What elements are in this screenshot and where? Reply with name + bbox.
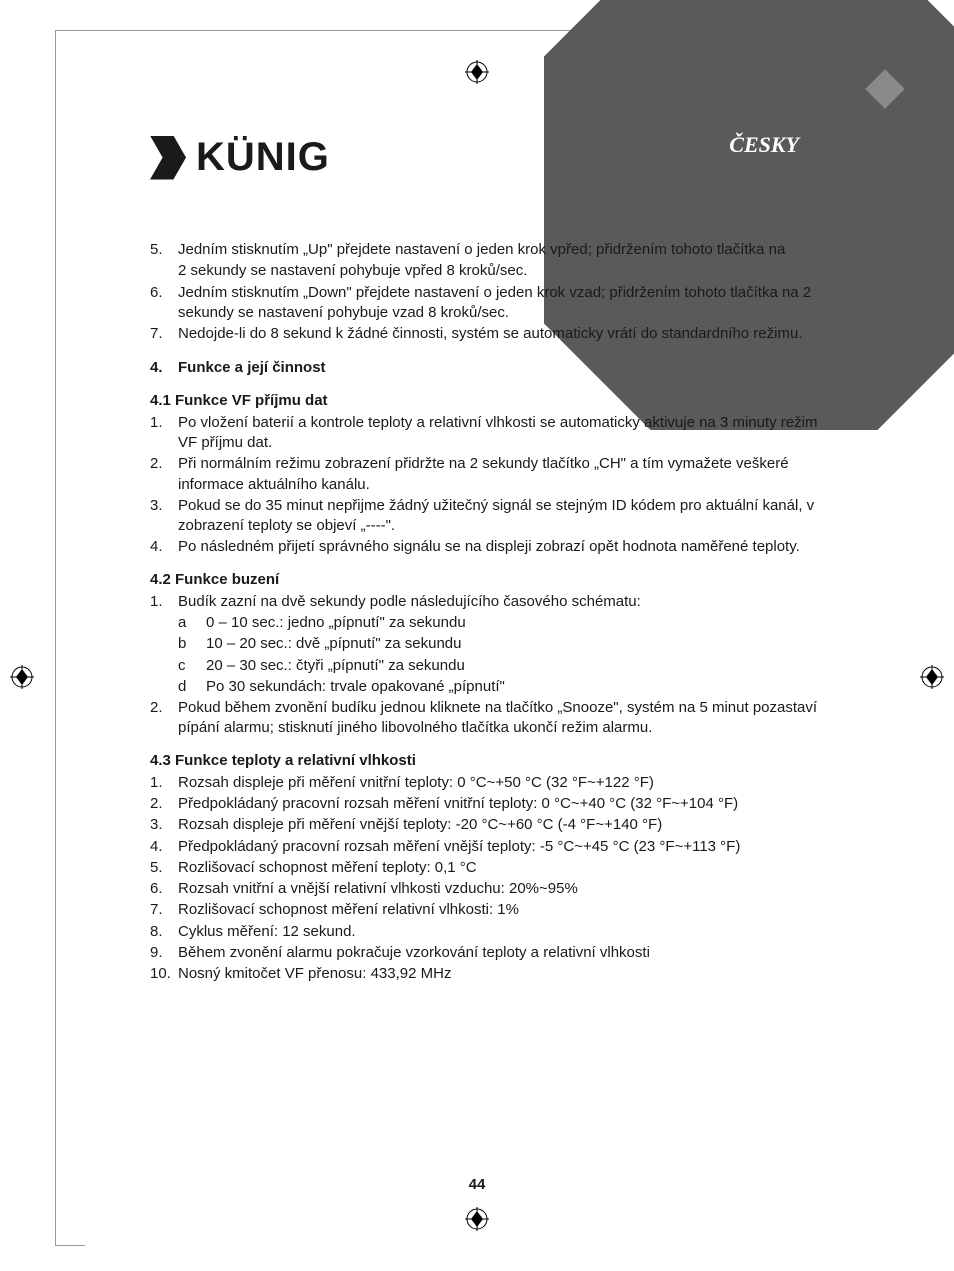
list-num: 1. xyxy=(150,592,178,612)
list-item: 3.Rozsah displeje při měření vnější tepl… xyxy=(150,815,830,835)
list-num: 5. xyxy=(150,240,178,260)
language-label: ČESKY xyxy=(729,132,799,158)
list-item: 10.Nosný kmitočet VF přenosu: 433,92 MHz xyxy=(150,964,830,984)
list-text: Rozlišovací schopnost měření teploty: 0,… xyxy=(178,858,830,878)
subheading-4-1: 4.1 Funkce VF příjmu dat xyxy=(150,391,830,411)
list-item: 6.Jedním stisknutím „Down" přejdete nast… xyxy=(150,283,830,324)
list-num: 10. xyxy=(150,964,178,984)
list-num: 3. xyxy=(150,815,178,835)
list-item: 2.Při normálním režimu zobrazení přidržt… xyxy=(150,454,830,495)
list-num: 9. xyxy=(150,943,178,963)
list-num: 5. xyxy=(150,858,178,878)
list-text: Pokud se do 35 minut nepřijme žádný užit… xyxy=(178,496,830,537)
registration-mark-icon xyxy=(920,665,944,689)
list-num: 1. xyxy=(150,773,178,793)
list-text: Během zvonění alarmu pokračuje vzorkován… xyxy=(178,943,830,963)
list-item: 4.Po následném přijetí správného signálu… xyxy=(150,537,830,557)
list-item: 8.Cyklus měření: 12 sekund. xyxy=(150,922,830,942)
sub-text: Po 30 sekundách: trvale opakované „pípnu… xyxy=(206,677,830,697)
list-text: Jedním stisknutím „Down" přejdete nastav… xyxy=(178,283,830,324)
logo-text: KÜNIG xyxy=(196,135,330,180)
list-text: Nosný kmitočet VF přenosu: 433,92 MHz xyxy=(178,964,830,984)
crop-mark-bl-h xyxy=(55,1245,85,1246)
list-num: 1. xyxy=(150,413,178,454)
list-item: 7.Rozlišovací schopnost měření relativní… xyxy=(150,900,830,920)
list-item: 2.Pokud během zvonění budíku jednou klik… xyxy=(150,698,830,739)
brand-logo: KÜNIG xyxy=(150,135,330,180)
list-item: 1.Rozsah displeje při měření vnitřní tep… xyxy=(150,773,830,793)
list-item: 4.Předpokládaný pracovní rozsah měření v… xyxy=(150,837,830,857)
list-num: 4. xyxy=(150,837,178,857)
subheading-4-2: 4.2 Funkce buzení xyxy=(150,570,830,590)
sub-letter: c xyxy=(178,656,206,676)
list-item: 5.Rozlišovací schopnost měření teploty: … xyxy=(150,858,830,878)
crop-mark-bl-v xyxy=(55,1216,56,1246)
list-item: 3.Pokud se do 35 minut nepřijme žádný už… xyxy=(150,496,830,537)
list-text: Pokud během zvonění budíku jednou klikne… xyxy=(178,698,830,739)
heading-num: 4. xyxy=(150,358,178,378)
registration-mark-icon xyxy=(465,60,489,84)
sub-list-item: b10 – 20 sec.: dvě „pípnutí" za sekundu xyxy=(150,634,830,654)
list-num: 8. xyxy=(150,922,178,942)
list-item: 9.Během zvonění alarmu pokračuje vzorkov… xyxy=(150,943,830,963)
heading-text: Funkce a její činnost xyxy=(178,358,326,378)
list-item: 1.Budík zazní na dvě sekundy podle násle… xyxy=(150,592,830,612)
list-text: Nedojde-li do 8 sekund k žádné činnosti,… xyxy=(178,324,830,344)
logo-mark-icon xyxy=(150,136,186,180)
list-text: Rozsah vnitřní a vnější relativní vlhkos… xyxy=(178,879,830,899)
list-text: Jedním stisknutím „Up" přejdete nastaven… xyxy=(178,240,830,260)
section-heading-4: 4. Funkce a její činnost xyxy=(150,358,830,378)
list-text: Rozsah displeje při měření vnitřní teplo… xyxy=(178,773,830,793)
sub-text: 10 – 20 sec.: dvě „pípnutí" za sekundu xyxy=(206,634,830,654)
list-text: Cyklus měření: 12 sekund. xyxy=(178,922,830,942)
list-text: Budík zazní na dvě sekundy podle následu… xyxy=(178,592,830,612)
list-num: 2. xyxy=(150,698,178,739)
sub-list-item: c20 – 30 sec.: čtyři „pípnutí" za sekund… xyxy=(150,656,830,676)
list-item: 5.Jedním stisknutím „Up" přejdete nastav… xyxy=(150,240,830,260)
list-text: Předpokládaný pracovní rozsah měření vni… xyxy=(178,794,830,814)
list-item: 6.Rozsah vnitřní a vnější relativní vlhk… xyxy=(150,879,830,899)
list-text: 2 sekundy se nastavení pohybuje vpřed 8 … xyxy=(178,261,830,281)
list-num: 2. xyxy=(150,454,178,495)
list-item: 2.Předpokládaný pracovní rozsah měření v… xyxy=(150,794,830,814)
list-text: Při normálním režimu zobrazení přidržte … xyxy=(178,454,830,495)
sub-letter: a xyxy=(178,613,206,633)
list-num: 2. xyxy=(150,794,178,814)
sub-list-item: a0 – 10 sec.: jedno „pípnutí" za sekundu xyxy=(150,613,830,633)
list-text: Předpokládaný pracovní rozsah měření vně… xyxy=(178,837,830,857)
list-num: 4. xyxy=(150,537,178,557)
list-text: Rozlišovací schopnost měření relativní v… xyxy=(178,900,830,920)
sub-text: 20 – 30 sec.: čtyři „pípnutí" za sekundu xyxy=(206,656,830,676)
subheading-4-3: 4.3 Funkce teploty a relativní vlhkosti xyxy=(150,751,830,771)
list-text: Po následném přijetí správného signálu s… xyxy=(178,537,830,557)
list-num: 6. xyxy=(150,283,178,324)
sub-letter: b xyxy=(178,634,206,654)
list-num: 3. xyxy=(150,496,178,537)
registration-mark-icon xyxy=(10,665,34,689)
registration-mark-icon xyxy=(465,1207,489,1231)
list-item: 1.Po vložení baterií a kontrole teploty … xyxy=(150,413,830,454)
list-num: 7. xyxy=(150,324,178,344)
sub-text: 0 – 10 sec.: jedno „pípnutí" za sekundu xyxy=(206,613,830,633)
sub-list-item: dPo 30 sekundách: trvale opakované „pípn… xyxy=(150,677,830,697)
page-content: 5.Jedním stisknutím „Up" přejdete nastav… xyxy=(150,240,830,985)
list-num: 6. xyxy=(150,879,178,899)
list-text: Rozsah displeje při měření vnější teplot… xyxy=(178,815,830,835)
list-text: Po vložení baterií a kontrole teploty a … xyxy=(178,413,830,454)
sub-letter: d xyxy=(178,677,206,697)
page-number: 44 xyxy=(0,1176,954,1193)
list-item: 7.Nedojde-li do 8 sekund k žádné činnost… xyxy=(150,324,830,344)
list-item-cont: 2 sekundy se nastavení pohybuje vpřed 8 … xyxy=(150,261,830,281)
list-num: 7. xyxy=(150,900,178,920)
